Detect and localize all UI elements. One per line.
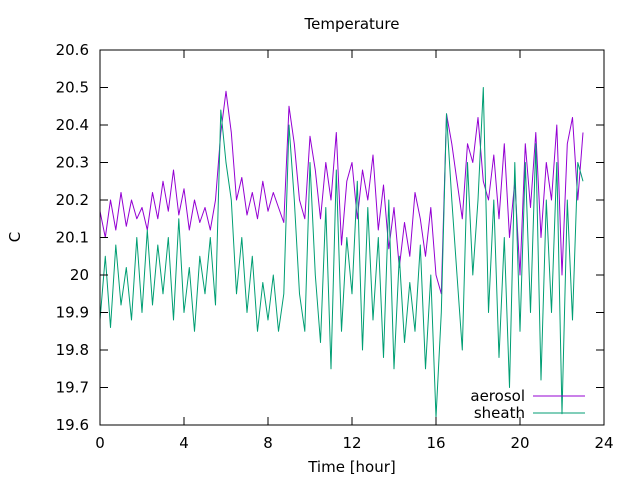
y-tick-label: 20.5 (56, 79, 89, 97)
y-tick-label: 19.6 (56, 416, 89, 434)
x-tick-label: 8 (263, 434, 273, 452)
x-tick-label: 0 (95, 434, 105, 452)
series-layer (99, 87, 584, 418)
y-tick-label: 20.2 (56, 191, 89, 209)
tick-labels-layer: 0 4 8 12 16 20 24 19.6 19.7 19.8 19.9 20 20.1 20.2 20.… (56, 41, 614, 452)
x-tick-label: 16 (426, 434, 445, 452)
x-tick-label: 4 (179, 434, 189, 452)
series-line-aerosol (99, 90, 584, 295)
legend-label-aerosol: aerosol (470, 387, 525, 405)
x-axis-label: Time [hour] (307, 458, 396, 476)
ticks-layer (99, 49, 605, 426)
y-tick-label: 19.8 (56, 341, 89, 359)
y-tick-label: 20 (70, 266, 89, 284)
x-tick-label: 12 (342, 434, 361, 452)
y-tick-label: 20.3 (56, 154, 89, 172)
y-axis-label: C (6, 232, 24, 242)
legend: aerosol sheath (470, 387, 585, 422)
y-tick-label: 19.9 (56, 304, 89, 322)
chart-title: Temperature (303, 15, 399, 33)
x-tick-label: 20 (510, 434, 529, 452)
y-tick-label: 20.4 (56, 116, 89, 134)
y-tick-label: 20.1 (56, 229, 89, 247)
series-line-sheath (99, 87, 584, 418)
y-tick-label: 19.7 (56, 379, 89, 397)
y-tick-label: 20.6 (56, 41, 89, 59)
legend-label-sheath: sheath (474, 404, 525, 422)
x-tick-label: 24 (594, 434, 613, 452)
